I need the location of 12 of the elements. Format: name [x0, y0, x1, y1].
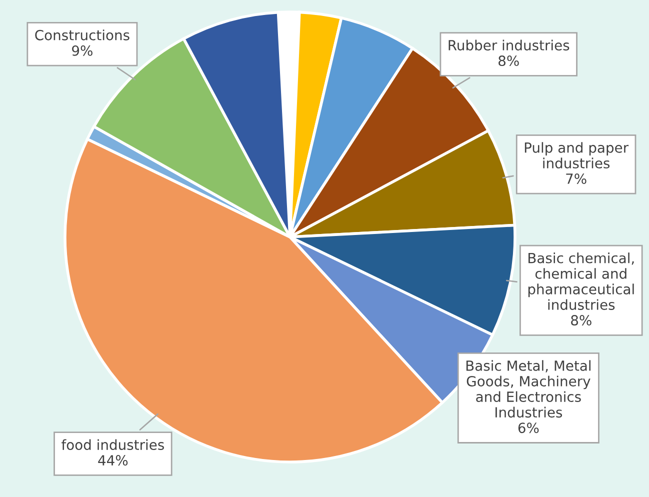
data-label: 8%	[498, 56, 519, 66]
data-label: 8%	[571, 314, 592, 326]
slice-label: Basic chemical, chemical and pharmaceutical industries	[528, 252, 634, 310]
data-label: 7%	[566, 173, 586, 184]
slice-label: Constructions	[35, 30, 130, 40]
data-label: 44%	[98, 455, 128, 466]
data-label: 6%	[518, 422, 539, 434]
slice-label: Rubber industries	[448, 40, 570, 50]
slice-label: Pulp and paper industries	[524, 142, 629, 168]
data-label: 9%	[72, 45, 92, 56]
slice-label: food industries	[62, 439, 164, 450]
slice-label: Basic Metal, Metal Goods, Machinery and Electronics Industries	[466, 360, 590, 418]
